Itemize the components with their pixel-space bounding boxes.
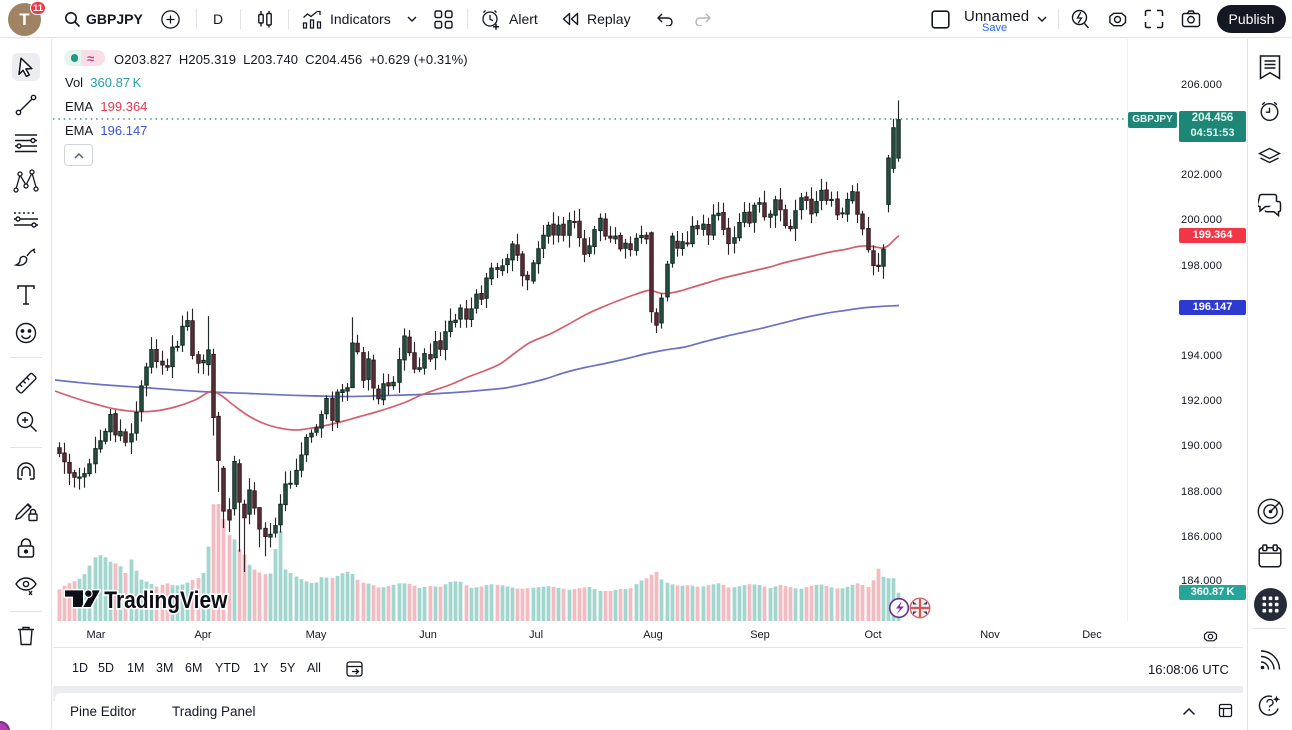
svg-text:Nov: Nov [980, 629, 1000, 641]
svg-text:Aug: Aug [643, 629, 663, 641]
svg-text:Dec: Dec [1082, 629, 1102, 641]
svg-text:Oct: Oct [864, 629, 881, 641]
svg-text:Sep: Sep [750, 629, 770, 641]
svg-text:TradingView: TradingView [104, 587, 228, 614]
svg-text:Jun: Jun [419, 629, 437, 641]
svg-text:Mar: Mar [87, 629, 106, 641]
svg-text:Jul: Jul [529, 629, 543, 641]
svg-text:Apr: Apr [194, 629, 211, 641]
svg-text:May: May [306, 629, 327, 641]
